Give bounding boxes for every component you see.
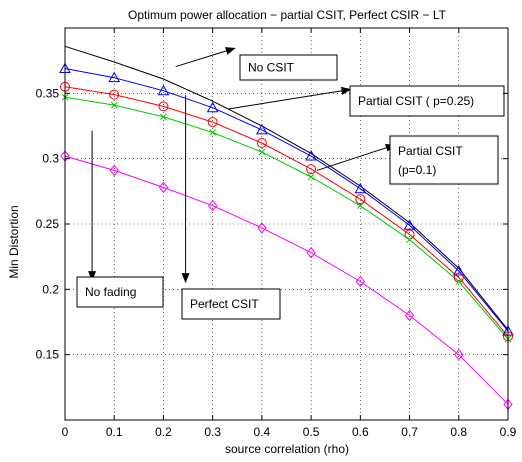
annotation-box <box>181 288 281 320</box>
data-point <box>256 123 268 135</box>
x-tick-label: 0.1 <box>106 425 123 439</box>
annotation-box <box>76 276 164 308</box>
data-point <box>258 148 266 156</box>
data-point <box>355 194 366 205</box>
y-tick-label: 0.2 <box>42 282 59 296</box>
data-point <box>404 309 415 322</box>
data-point <box>403 219 416 230</box>
chart-title: Optimum power allocation − partial CSIT,… <box>128 8 447 22</box>
series-line <box>64 45 509 331</box>
data-point <box>257 222 267 234</box>
series-line <box>64 68 509 332</box>
x-tick-label: 0.6 <box>352 425 369 439</box>
x-tick-label: 0.8 <box>450 425 467 439</box>
series-line <box>64 155 509 405</box>
annotation-label: Partial CSIT <box>398 144 463 158</box>
data-point <box>355 275 365 288</box>
data-point <box>158 101 169 112</box>
data-point <box>306 246 316 259</box>
y-tick-label: 0.15 <box>36 348 60 362</box>
y-ticks: 0.15 0.2 0.25 0.3 0.35 <box>36 86 508 362</box>
data-point <box>406 236 413 244</box>
data-point <box>160 113 167 121</box>
data-point <box>110 101 118 109</box>
x-tick-label: 0.5 <box>303 425 320 439</box>
data-point <box>256 137 267 148</box>
annotation-label: (p=0.1) <box>398 163 436 177</box>
annotation-label: No CSIT <box>248 61 295 75</box>
data-point <box>455 278 463 285</box>
data-point <box>157 84 170 96</box>
x-ticks: 0 0.1 0.2 0.3 0.4 0.5 0.6 0.7 0.8 0.9 <box>62 28 517 439</box>
data-point <box>307 173 315 181</box>
annotation-box <box>239 54 338 81</box>
data-point <box>404 229 415 240</box>
annotation-arrow <box>316 143 396 171</box>
data-point <box>208 199 218 212</box>
series-markers <box>59 62 514 411</box>
data-point <box>454 348 464 361</box>
annotation-label: Perfect CSIT <box>190 297 259 311</box>
annotation-box <box>349 85 505 117</box>
y-tick-label: 0.3 <box>42 152 59 166</box>
y-axis-label: Min Distortion <box>7 205 21 278</box>
annotation-label: Partial CSIT ( p=0.25) <box>358 94 474 108</box>
annotation-label: No fading <box>85 285 136 299</box>
annotation-arrow <box>175 47 236 68</box>
grid <box>65 28 508 420</box>
data-point <box>109 164 119 177</box>
data-point <box>209 129 217 136</box>
annotations: No CSIT Partial CSIT ( p=0.25) Partial CSI… <box>76 47 505 320</box>
x-tick-label: 0.2 <box>155 425 172 439</box>
series-line <box>64 96 509 340</box>
data-point <box>109 89 120 100</box>
annotation-box <box>389 135 499 185</box>
data-point <box>306 164 317 175</box>
x-tick-label: 0.3 <box>204 425 221 439</box>
data-point <box>452 265 465 276</box>
y-tick-label: 0.25 <box>36 217 60 231</box>
data-point <box>207 117 218 128</box>
x-tick-label: 0.7 <box>401 425 418 439</box>
data-point <box>356 202 364 210</box>
x-axis-label: source correlation (rho) <box>225 442 349 456</box>
data-point <box>354 182 367 194</box>
data-point <box>305 150 317 161</box>
annotation-arrow <box>228 86 352 110</box>
series-lines <box>64 45 509 405</box>
y-tick-label: 0.35 <box>36 86 60 100</box>
data-point <box>158 181 169 194</box>
series-line <box>64 86 509 337</box>
data-point <box>108 71 121 83</box>
x-tick-label: 0.4 <box>254 425 271 439</box>
x-tick-label: 0.9 <box>500 425 517 439</box>
data-point <box>206 101 219 113</box>
x-tick-label: 0 <box>62 425 69 439</box>
